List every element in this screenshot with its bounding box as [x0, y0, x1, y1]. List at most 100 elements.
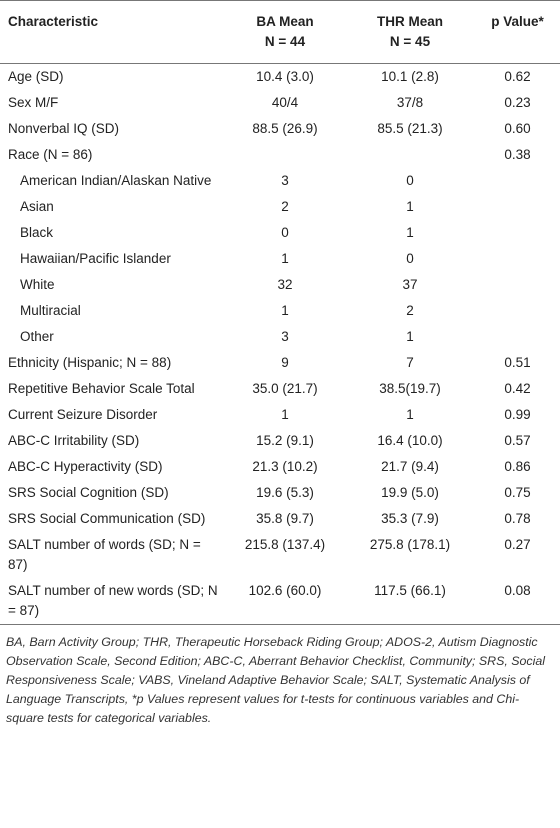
cell [475, 246, 560, 272]
data-table: Characteristic BA Mean N = 44 THR Mean N = 4… [0, 0, 560, 625]
cell [225, 142, 345, 168]
row-label: Hawaiian/Pacific Islander [20, 251, 171, 266]
row-label: Black [20, 225, 54, 240]
row-label: Sex M/F [8, 95, 59, 110]
cell: 1 [281, 407, 289, 422]
row-label: Nonverbal IQ (SD) [8, 121, 120, 136]
cell: 21.7 (9.4) [381, 459, 439, 474]
cell: 3 [281, 173, 289, 188]
cell [475, 272, 560, 298]
row-label: SRS Social Communication (SD) [8, 511, 206, 526]
row-label: Multiracial [20, 303, 81, 318]
cell: 0.42 [504, 381, 531, 396]
cell: 0.86 [504, 459, 531, 474]
header-line: THR Mean [376, 14, 443, 29]
row-label: ABC-C Hyperactivity (SD) [8, 459, 163, 474]
cell: 21.3 (10.2) [252, 459, 318, 474]
table-row: SRS Social Cognition (SD) 19.6 (5.3) 19.9 … [0, 480, 560, 506]
cell: 0.57 [504, 433, 531, 448]
cell [475, 220, 560, 246]
cell: 38.5(19.7) [379, 381, 441, 396]
row-label: Race (N = 86) [8, 147, 93, 162]
cell: 1 [281, 251, 289, 266]
cell: 1 [406, 329, 414, 344]
row-label: SRS Social Cognition (SD) [8, 485, 169, 500]
cell: 1 [406, 407, 414, 422]
table-row: ABC-C Hyperactivity (SD) 21.3 (10.2) 21.7 … [0, 454, 560, 480]
cell: 10.1 (2.8) [381, 69, 439, 84]
cell: 0.60 [504, 121, 531, 136]
row-label: SALT number of words (SD; N = 87) [8, 537, 201, 572]
row-label: Repetitive Behavior Scale Total [8, 381, 195, 396]
cell: 1 [406, 199, 414, 214]
cell: 35.0 (21.7) [252, 381, 318, 396]
cell [475, 168, 560, 194]
row-label: ABC-C Irritability (SD) [8, 433, 140, 448]
table-row: American Indian/Alaskan Native 3 0 [0, 168, 560, 194]
table-row: Ethnicity (Hispanic; N = 88) 9 7 0.51 [0, 350, 560, 376]
header-line: BA Mean [256, 14, 314, 29]
cell: 102.6 (60.0) [248, 583, 322, 598]
header-cell: THR Mean N = 45 [345, 0, 475, 64]
row-label: White [20, 277, 55, 292]
cell: 0.23 [504, 95, 531, 110]
cell: 1 [406, 225, 414, 240]
row-label: SALT number of new words (SD; N = 87) [8, 583, 218, 618]
table-row: SRS Social Communication (SD) 35.8 (9.7) 3… [0, 506, 560, 532]
table-row: White 32 37 [0, 272, 560, 298]
cell: 0 [281, 225, 289, 240]
cell: 0.99 [504, 407, 531, 422]
cell: 0.75 [504, 485, 531, 500]
table-row: Multiracial 1 2 [0, 298, 560, 324]
table-row: Hawaiian/Pacific Islander 1 0 [0, 246, 560, 272]
cell: 40/4 [271, 95, 299, 110]
cell: 88.5 (26.9) [252, 121, 318, 136]
cell: 0 [406, 173, 414, 188]
cell: 7 [406, 355, 414, 370]
cell: 9 [281, 355, 289, 370]
cell: 32 [277, 277, 293, 292]
table-row: Current Seizure Disorder 1 1 0.99 [0, 402, 560, 428]
cell: 19.6 (5.3) [256, 485, 314, 500]
header-line: N = 44 [264, 34, 306, 49]
table-row: ABC-C Irritability (SD) 15.2 (9.1) 16.4 (1… [0, 428, 560, 454]
cell: 37/8 [396, 95, 424, 110]
cell: 35.8 (9.7) [256, 511, 314, 526]
table-row: Asian 2 1 [0, 194, 560, 220]
header-cell: p Value* [475, 0, 560, 64]
cell: 3 [281, 329, 289, 344]
cell [345, 142, 475, 168]
cell: 0.38 [504, 147, 531, 162]
table-row: Other 3 1 [0, 324, 560, 350]
table-row: Black 0 1 [0, 220, 560, 246]
table-row: Age (SD) 10.4 (3.0) 10.1 (2.8) 0.62 [0, 64, 560, 91]
table-body: Age (SD) 10.4 (3.0) 10.1 (2.8) 0.62 Sex M/F 4… [0, 64, 560, 625]
table-row: Repetitive Behavior Scale Total 35.0 (21.… [0, 376, 560, 402]
cell: 19.9 (5.0) [381, 485, 439, 500]
row-label: American Indian/Alaskan Native [20, 173, 212, 188]
cell: 16.4 (10.0) [377, 433, 443, 448]
cell: 0.51 [504, 355, 531, 370]
cell: 0.27 [504, 537, 531, 552]
cell [475, 194, 560, 220]
cell: 0.78 [504, 511, 531, 526]
header-line: N = 45 [389, 34, 431, 49]
cell: 85.5 (21.3) [377, 121, 443, 136]
table-row: Nonverbal IQ (SD) 88.5 (26.9) 85.5 (21.3) 0… [0, 116, 560, 142]
cell: 37 [402, 277, 418, 292]
header-row: Characteristic BA Mean N = 44 THR Mean N = 4… [0, 0, 560, 64]
table-row: Race (N = 86) 0.38 [0, 142, 560, 168]
header-cell: BA Mean N = 44 [225, 0, 345, 64]
header-cell: Characteristic [0, 0, 225, 64]
cell [475, 324, 560, 350]
cell: 2 [406, 303, 414, 318]
cell: 15.2 (9.1) [256, 433, 314, 448]
table-row: SALT number of new words (SD; N = 87) 102… [0, 578, 560, 625]
row-label: Current Seizure Disorder [8, 407, 158, 422]
row-label: Other [20, 329, 54, 344]
row-label: Ethnicity (Hispanic; N = 88) [8, 355, 172, 370]
cell: 0 [406, 251, 414, 266]
cell: 35.3 (7.9) [381, 511, 439, 526]
cell: 1 [281, 303, 289, 318]
